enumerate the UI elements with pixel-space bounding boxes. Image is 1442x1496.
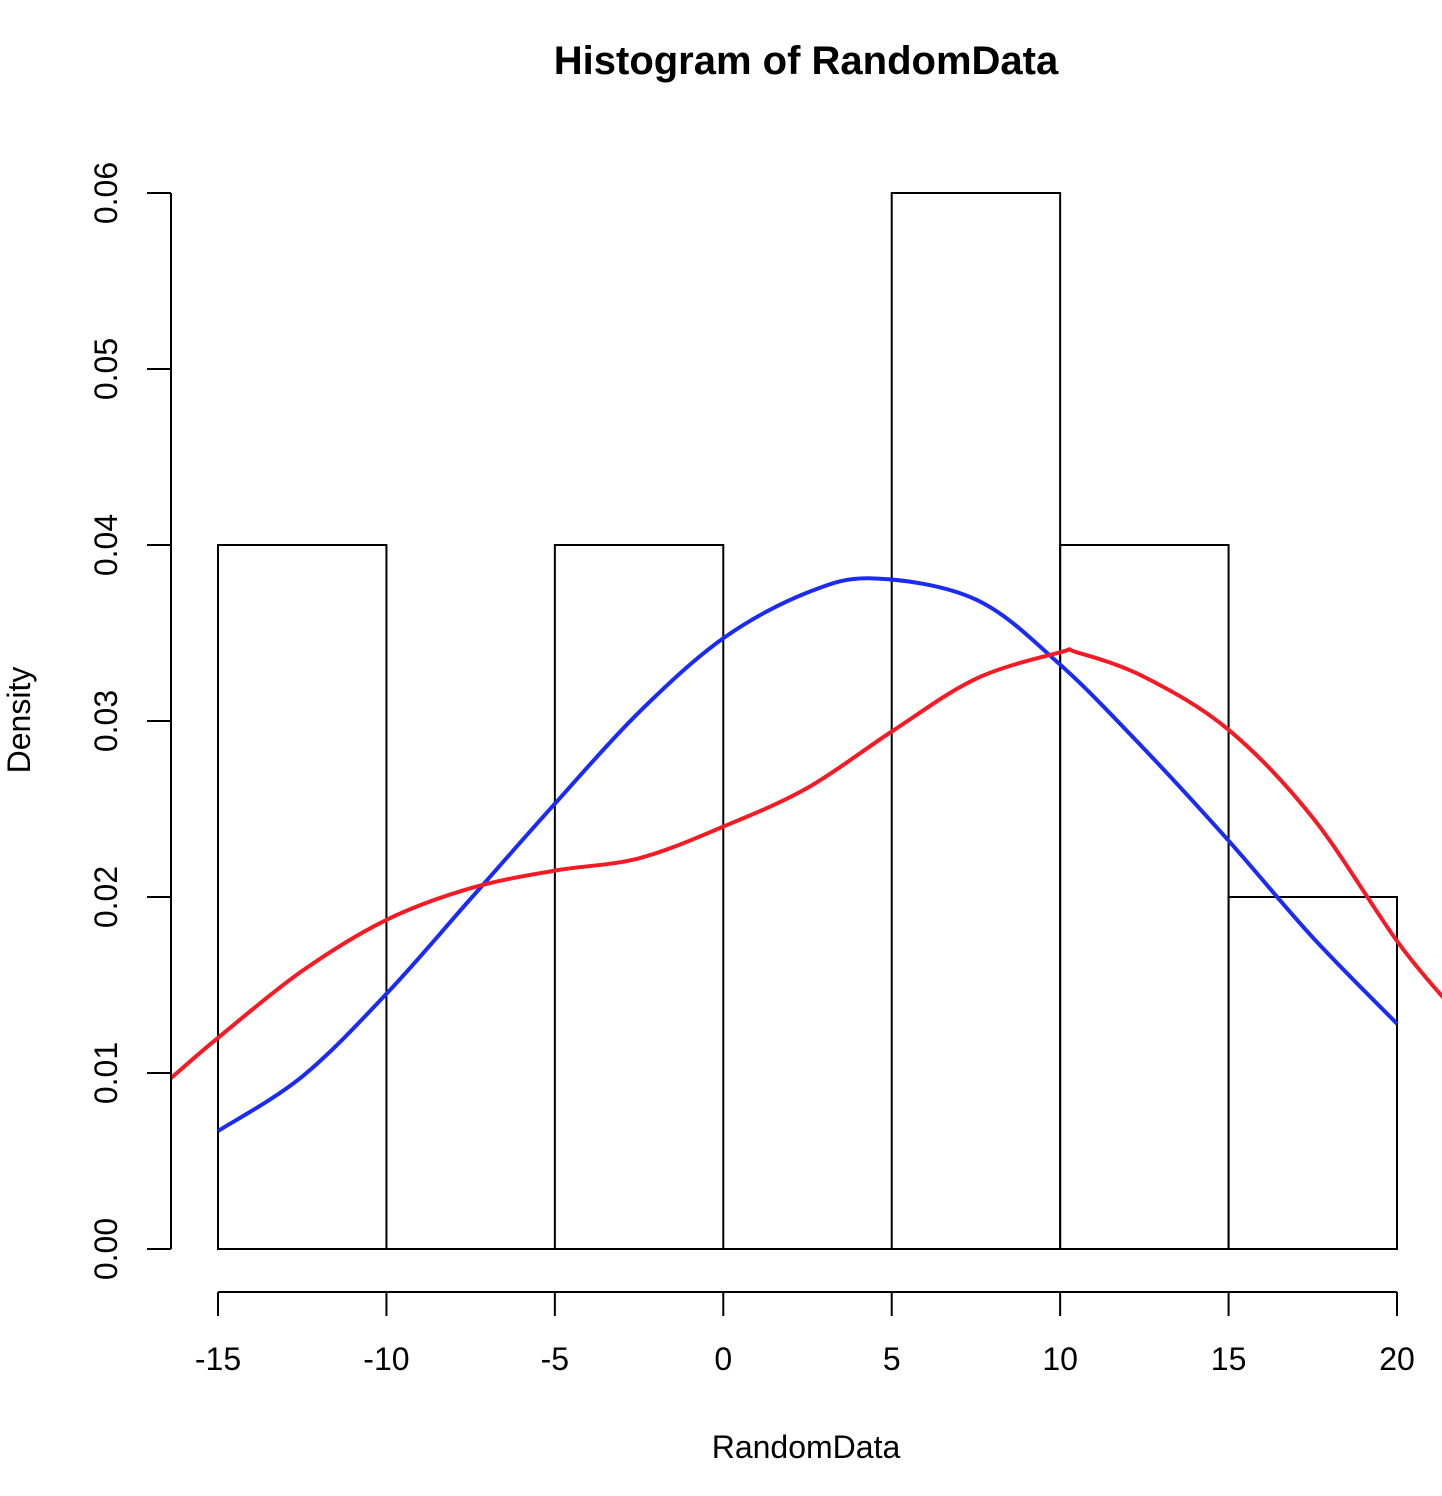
- x-tick-label: 0: [714, 1341, 732, 1377]
- y-tick-label: 0.05: [88, 338, 124, 400]
- x-tick-label: -15: [195, 1341, 241, 1377]
- histogram-bars: [217, 192, 1398, 1250]
- x-tick-label: 20: [1379, 1341, 1415, 1377]
- y-axis-label: Density: [1, 667, 37, 774]
- histogram-bar-4: [890, 192, 1062, 1250]
- x-tick-label: -10: [363, 1341, 409, 1377]
- x-axis: -15 -10 -5 0 5 10 15 20: [195, 1291, 1415, 1377]
- x-tick-label: 10: [1042, 1341, 1078, 1377]
- y-tick-label: 0.04: [88, 514, 124, 576]
- y-tick-label: 0.06: [88, 162, 124, 224]
- density-curve-0: [216, 576, 1399, 1133]
- y-tick-label: 0.02: [88, 866, 124, 928]
- y-tick-label: 0.00: [88, 1218, 124, 1280]
- x-axis-label: RandomData: [712, 1429, 901, 1465]
- x-tick-label: 5: [883, 1341, 901, 1377]
- y-tick-label: 0.01: [88, 1042, 124, 1104]
- density-curve-1: [171, 647, 1442, 1080]
- y-axis: 0.00 0.01 0.02 0.03 0.04 0.05 0.06: [88, 162, 172, 1280]
- histogram-bar-6: [1227, 896, 1398, 1250]
- histogram-bar-5: [1059, 544, 1230, 1250]
- chart-title: Histogram of RandomData: [554, 39, 1059, 83]
- x-tick-label: 15: [1211, 1341, 1247, 1377]
- histogram-bar-0: [217, 544, 388, 1250]
- histogram-bar-2: [553, 544, 725, 1250]
- y-tick-label: 0.03: [88, 690, 124, 752]
- x-tick-label: -5: [541, 1341, 569, 1377]
- density-curves: [171, 576, 1442, 1133]
